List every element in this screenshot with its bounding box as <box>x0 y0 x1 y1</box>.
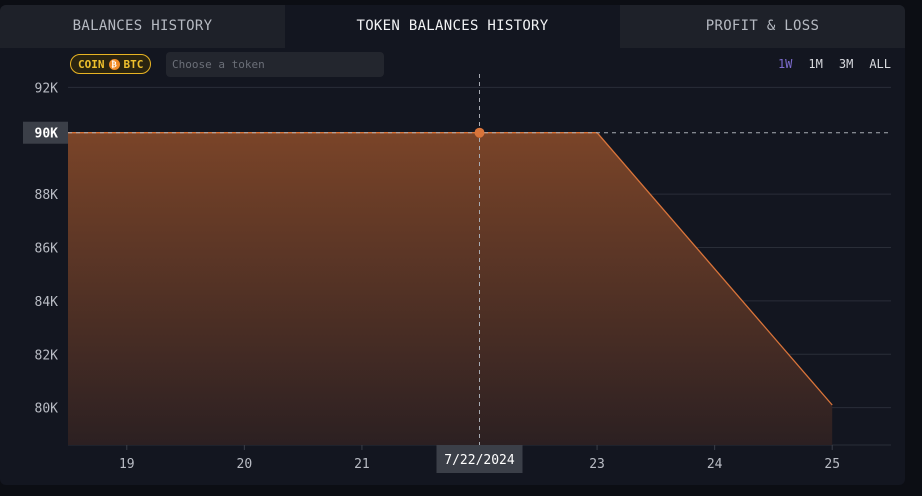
crosshair-y-label: 90K <box>23 121 68 144</box>
y-tick-label: 86K <box>35 241 59 256</box>
balance-line <box>68 132 833 406</box>
x-tick-label: 25 <box>824 457 840 472</box>
range-3m[interactable]: 3M <box>838 57 854 71</box>
range-all[interactable]: ALL <box>869 57 891 71</box>
tab-bar: BALANCES HISTORY TOKEN BALANCES HISTORY … <box>0 5 905 48</box>
token-search-input[interactable] <box>166 52 384 77</box>
x-axis-labels: 19 20 21 23 24 25 <box>119 445 840 472</box>
svg-text:90K: 90K <box>35 127 59 142</box>
range-1w[interactable]: 1W <box>777 57 793 71</box>
x-tick-label: 23 <box>589 457 605 472</box>
y-tick-label: 92K <box>35 81 59 96</box>
x-tick-label: 19 <box>119 457 135 472</box>
crosshair-x-label: 7/22/2024 <box>436 445 523 473</box>
x-tick-label: 20 <box>237 457 253 472</box>
svg-text:7/22/2024: 7/22/2024 <box>444 453 515 468</box>
tab-profit-loss[interactable]: PROFIT & LOSS <box>620 5 905 48</box>
coin-label: COIN <box>78 57 105 71</box>
x-tick-label: 21 <box>354 457 370 472</box>
y-tick-label: 80K <box>35 402 59 417</box>
token-badge[interactable]: COIN ₿ BTC <box>70 54 152 74</box>
x-tick-label: 24 <box>707 457 723 472</box>
y-tick-label: 88K <box>35 188 59 203</box>
bitcoin-icon: ₿ <box>108 58 120 70</box>
tab-token-balances-history[interactable]: TOKEN BALANCES HISTORY <box>285 5 620 48</box>
token-label: BTC <box>123 57 144 71</box>
crosshair-point <box>474 127 485 138</box>
range-selector: 1W 1M 3M ALL <box>778 57 891 71</box>
balance-area <box>68 132 833 445</box>
y-axis-labels: 80K 82K 84K 86K 88K 92K <box>35 81 59 416</box>
tab-balances-history[interactable]: BALANCES HISTORY <box>0 5 285 48</box>
range-1m[interactable]: 1M <box>808 57 823 71</box>
y-tick-label: 82K <box>35 348 59 363</box>
y-tick-label: 84K <box>35 295 59 310</box>
